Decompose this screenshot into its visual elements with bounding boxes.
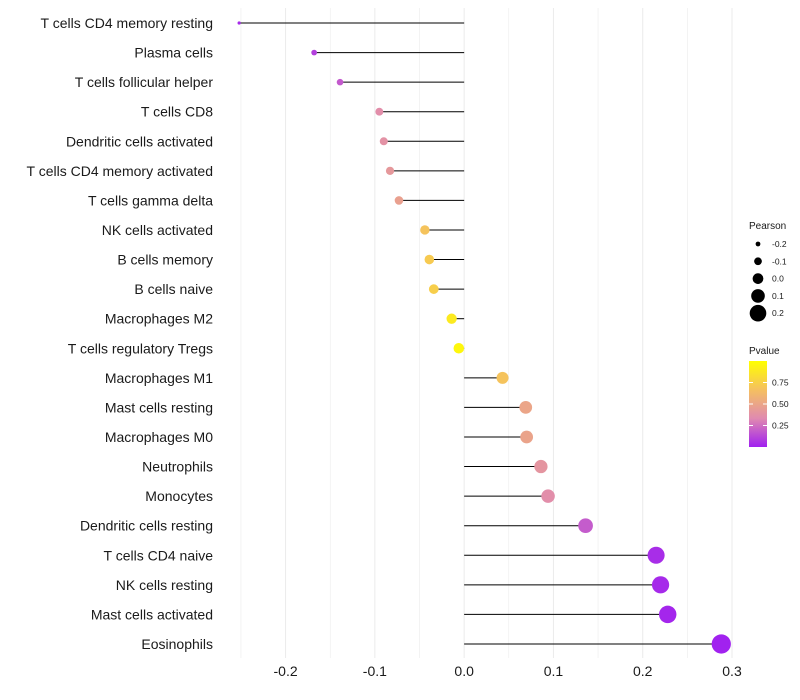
lollipop-point bbox=[711, 634, 731, 654]
lollipop-point bbox=[311, 49, 318, 56]
lollipop-point bbox=[420, 225, 430, 235]
category-label: T cells CD4 memory resting bbox=[41, 15, 213, 31]
category-label: T cells gamma delta bbox=[88, 192, 213, 208]
category-label: Dendritic cells activated bbox=[66, 133, 213, 149]
lollipop-point bbox=[375, 107, 384, 116]
color-legend-label: 0.50 bbox=[772, 399, 789, 409]
lollipop-point bbox=[336, 78, 344, 86]
size-legend-key bbox=[755, 241, 761, 247]
x-tick-label: 0.2 bbox=[633, 663, 653, 679]
size-legend-label: 0.0 bbox=[772, 274, 784, 284]
lollipop-point bbox=[496, 371, 509, 384]
category-label: Neutrophils bbox=[142, 459, 213, 475]
size-legend-key bbox=[752, 273, 764, 284]
category-label: NK cells resting bbox=[116, 577, 213, 593]
category-label: Eosinophils bbox=[141, 636, 213, 652]
size-legend-key bbox=[751, 289, 765, 303]
category-label: Plasma cells bbox=[134, 45, 213, 61]
category-label: Mast cells resting bbox=[105, 399, 213, 415]
category-label: T cells regulatory Tregs bbox=[68, 340, 213, 356]
category-label: T cells follicular helper bbox=[75, 74, 214, 90]
legend: Pearson -0.2 -0.1 0.0 0.1 0.2 Pvalue 0.75 0.5… bbox=[749, 221, 789, 447]
grid-lines bbox=[240, 8, 733, 658]
lollipop-point bbox=[658, 605, 677, 624]
lollipop-point bbox=[237, 21, 241, 25]
x-tick-label: 0.1 bbox=[544, 663, 564, 679]
x-tick-label: -0.2 bbox=[274, 663, 298, 679]
color-legend-ticks: 0.75 0.50 0.25 bbox=[749, 378, 789, 431]
lollipop-point bbox=[394, 196, 404, 205]
lollipop-points bbox=[237, 21, 731, 654]
category-label: T cells CD4 memory activated bbox=[27, 163, 213, 179]
lollipop-point bbox=[446, 313, 457, 324]
size-legend-key bbox=[749, 304, 767, 322]
lollipop-point bbox=[651, 576, 670, 594]
lollipop-point bbox=[428, 284, 439, 294]
lollipop-point bbox=[578, 518, 593, 534]
lollipop-point bbox=[424, 254, 435, 265]
lollipop-point bbox=[541, 489, 555, 503]
size-legend-label: -0.2 bbox=[772, 239, 787, 249]
category-label: B cells memory bbox=[117, 252, 213, 268]
color-legend-title: Pvalue bbox=[749, 346, 780, 357]
size-legend-label: 0.2 bbox=[772, 308, 784, 318]
x-axis-tick-labels: -0.2 -0.1 0.0 0.1 0.2 0.3 bbox=[274, 663, 742, 679]
lollipop-point bbox=[520, 430, 534, 444]
category-label: Mast cells activated bbox=[91, 606, 213, 622]
category-label: Macrophages M2 bbox=[105, 311, 213, 327]
color-legend-label: 0.25 bbox=[772, 421, 789, 431]
category-label: T cells CD8 bbox=[141, 104, 213, 120]
category-axis-labels: T cells CD4 memory resting Plasma cells T … bbox=[27, 15, 214, 652]
lollipop-point bbox=[519, 401, 533, 414]
category-label: Monocytes bbox=[145, 488, 213, 504]
x-tick-label: 0.0 bbox=[454, 663, 474, 679]
pvalue-colorbar bbox=[749, 361, 767, 447]
category-label: Macrophages M1 bbox=[105, 370, 213, 386]
lollipop-point bbox=[453, 343, 465, 354]
x-tick-label: -0.1 bbox=[363, 663, 387, 679]
lollipop-point bbox=[534, 459, 548, 474]
size-legend-key bbox=[754, 257, 762, 266]
category-label: Macrophages M0 bbox=[105, 429, 213, 445]
size-legend-label: 0.1 bbox=[772, 291, 784, 301]
lollipop-point bbox=[385, 166, 395, 175]
size-legend-label: -0.1 bbox=[772, 256, 787, 266]
category-label: Dendritic cells resting bbox=[80, 518, 213, 534]
size-legend-items: -0.2 -0.1 0.0 0.1 0.2 bbox=[749, 239, 787, 322]
color-legend-label: 0.75 bbox=[772, 378, 789, 388]
category-label: NK cells activated bbox=[102, 222, 213, 238]
category-label: B cells naive bbox=[134, 281, 213, 297]
lollipop-point bbox=[647, 546, 665, 564]
lollipop-point bbox=[379, 137, 388, 146]
category-label: T cells CD4 naive bbox=[104, 547, 214, 563]
size-legend-title: Pearson bbox=[749, 221, 786, 232]
x-tick-label: 0.3 bbox=[722, 663, 742, 679]
